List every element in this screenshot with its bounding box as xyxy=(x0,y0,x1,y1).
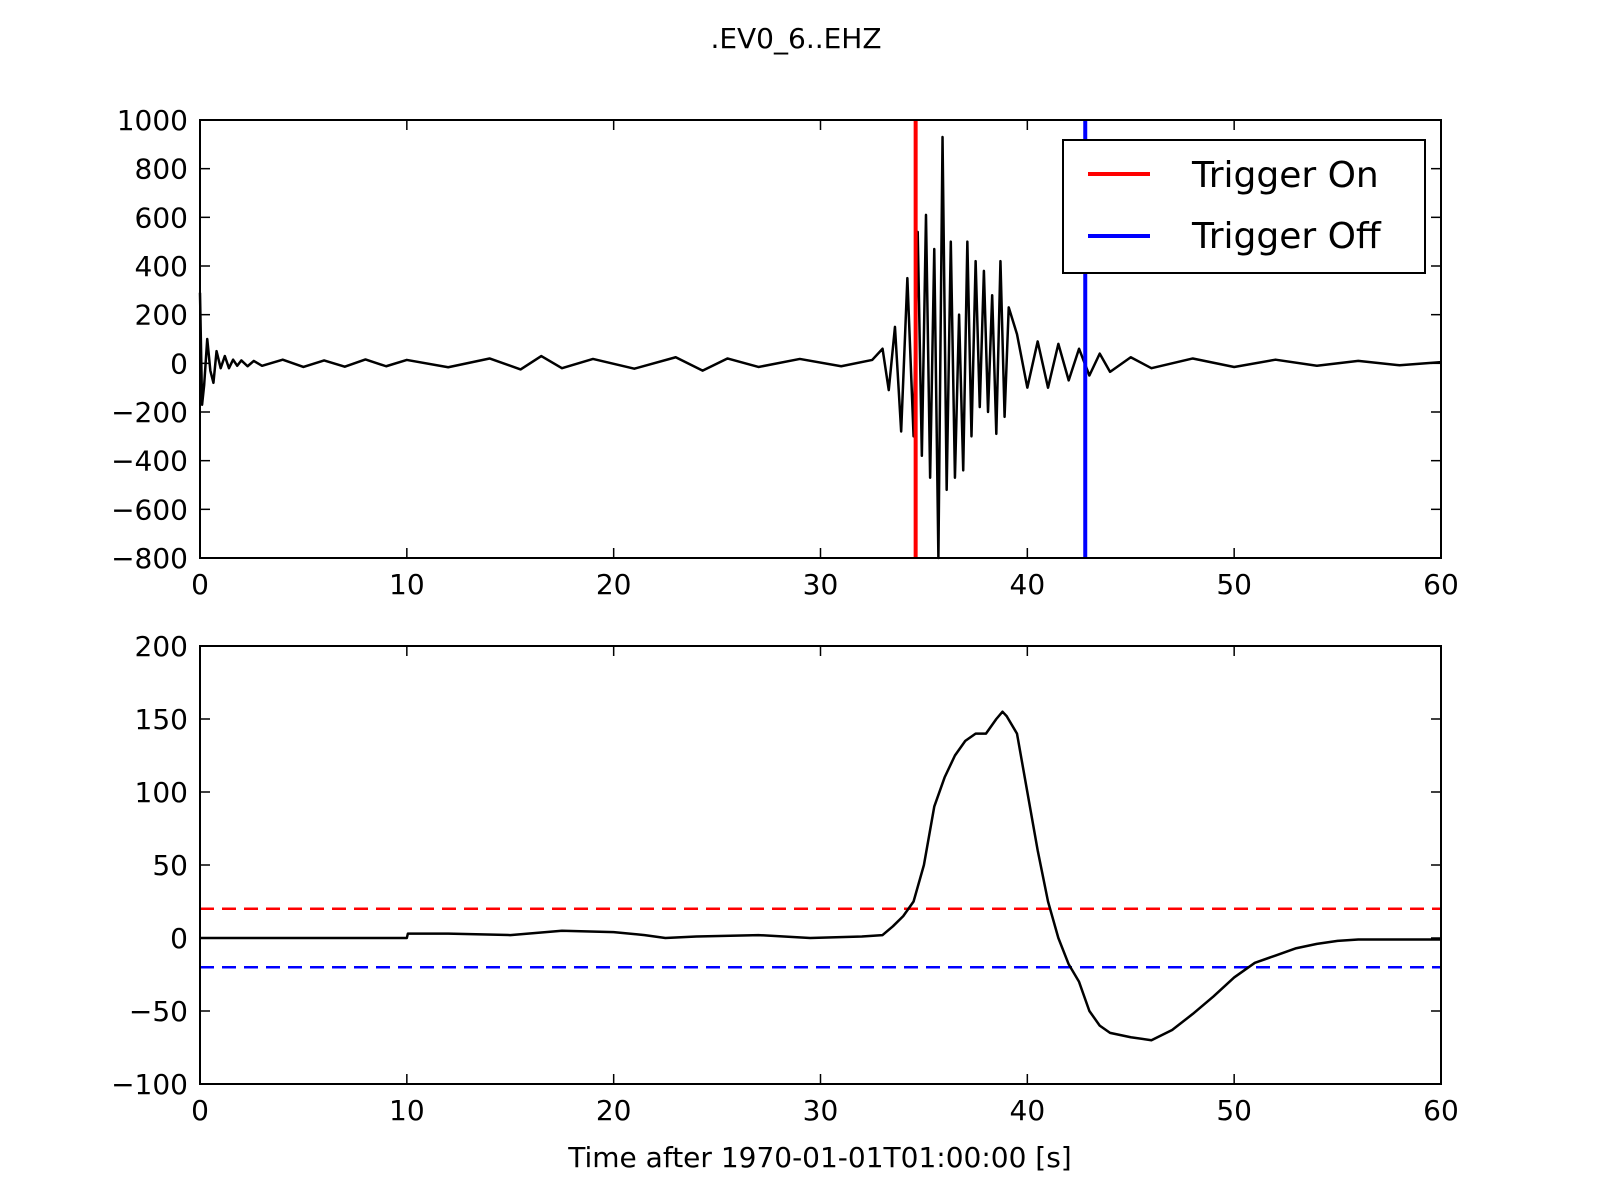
characteristic-function-panel: 0 10 20 30 40 50 60 −100 −50 0 50 100 150 200 Time af… xyxy=(111,630,1459,1174)
y-tick-label: 200 xyxy=(135,299,188,332)
y-tick-label: 800 xyxy=(135,153,188,186)
y-tick-label: −50 xyxy=(129,995,188,1028)
x-tick-label: 20 xyxy=(596,568,632,601)
legend-label-trigger-off: Trigger Off xyxy=(1191,216,1382,257)
y-tick-label: 600 xyxy=(135,201,188,234)
series-line-0 xyxy=(200,710,1441,1042)
x-tick-label: 0 xyxy=(191,1094,209,1127)
x-tick-label: 10 xyxy=(389,568,425,601)
figure-title: .EV0_6..EHZ xyxy=(710,22,881,55)
y-tick-label: 0 xyxy=(170,347,188,380)
x-tick-label: 40 xyxy=(1010,1094,1046,1127)
y-tick-label: 0 xyxy=(170,922,188,955)
y-tick-label: −800 xyxy=(111,542,188,575)
plot-frame xyxy=(199,645,1442,1085)
seismogram-panel: 0 10 20 30 40 50 60 −800 −600 −400 −200 0 200 400 600 8… xyxy=(111,104,1459,601)
x-tick-label: 30 xyxy=(803,1094,839,1127)
x-tick-label: 40 xyxy=(1010,568,1046,601)
x-tick-label: 0 xyxy=(191,568,209,601)
y-tick-label: 100 xyxy=(135,776,188,809)
y-tick-label: −200 xyxy=(111,396,188,429)
x-tick-label: 20 xyxy=(596,1094,632,1127)
y-tick-label: 1000 xyxy=(117,104,188,137)
x-tick-label: 60 xyxy=(1423,1094,1459,1127)
y-tick-label: −400 xyxy=(111,445,188,478)
legend: Trigger On Trigger Off xyxy=(1062,139,1426,274)
x-tick-label: 50 xyxy=(1216,568,1252,601)
legend-label-trigger-on: Trigger On xyxy=(1191,155,1379,196)
x-tick-label: 50 xyxy=(1216,1094,1252,1127)
y-tick-label: 50 xyxy=(152,849,188,882)
legend-box xyxy=(1062,139,1426,274)
y-tick-label: 200 xyxy=(135,630,188,663)
x-tick-label: 30 xyxy=(803,568,839,601)
y-tick-label: 400 xyxy=(135,250,188,283)
y-tick-label: −100 xyxy=(111,1068,188,1101)
x-axis-label: Time after 1970-01-01T01:00:00 [s] xyxy=(567,1141,1071,1174)
y-tick-label: 150 xyxy=(135,703,188,736)
series-line-0 xyxy=(198,135,1442,560)
y-tick-label: −600 xyxy=(111,493,188,526)
x-tick-label: 10 xyxy=(389,1094,425,1127)
x-tick-label: 60 xyxy=(1423,568,1459,601)
